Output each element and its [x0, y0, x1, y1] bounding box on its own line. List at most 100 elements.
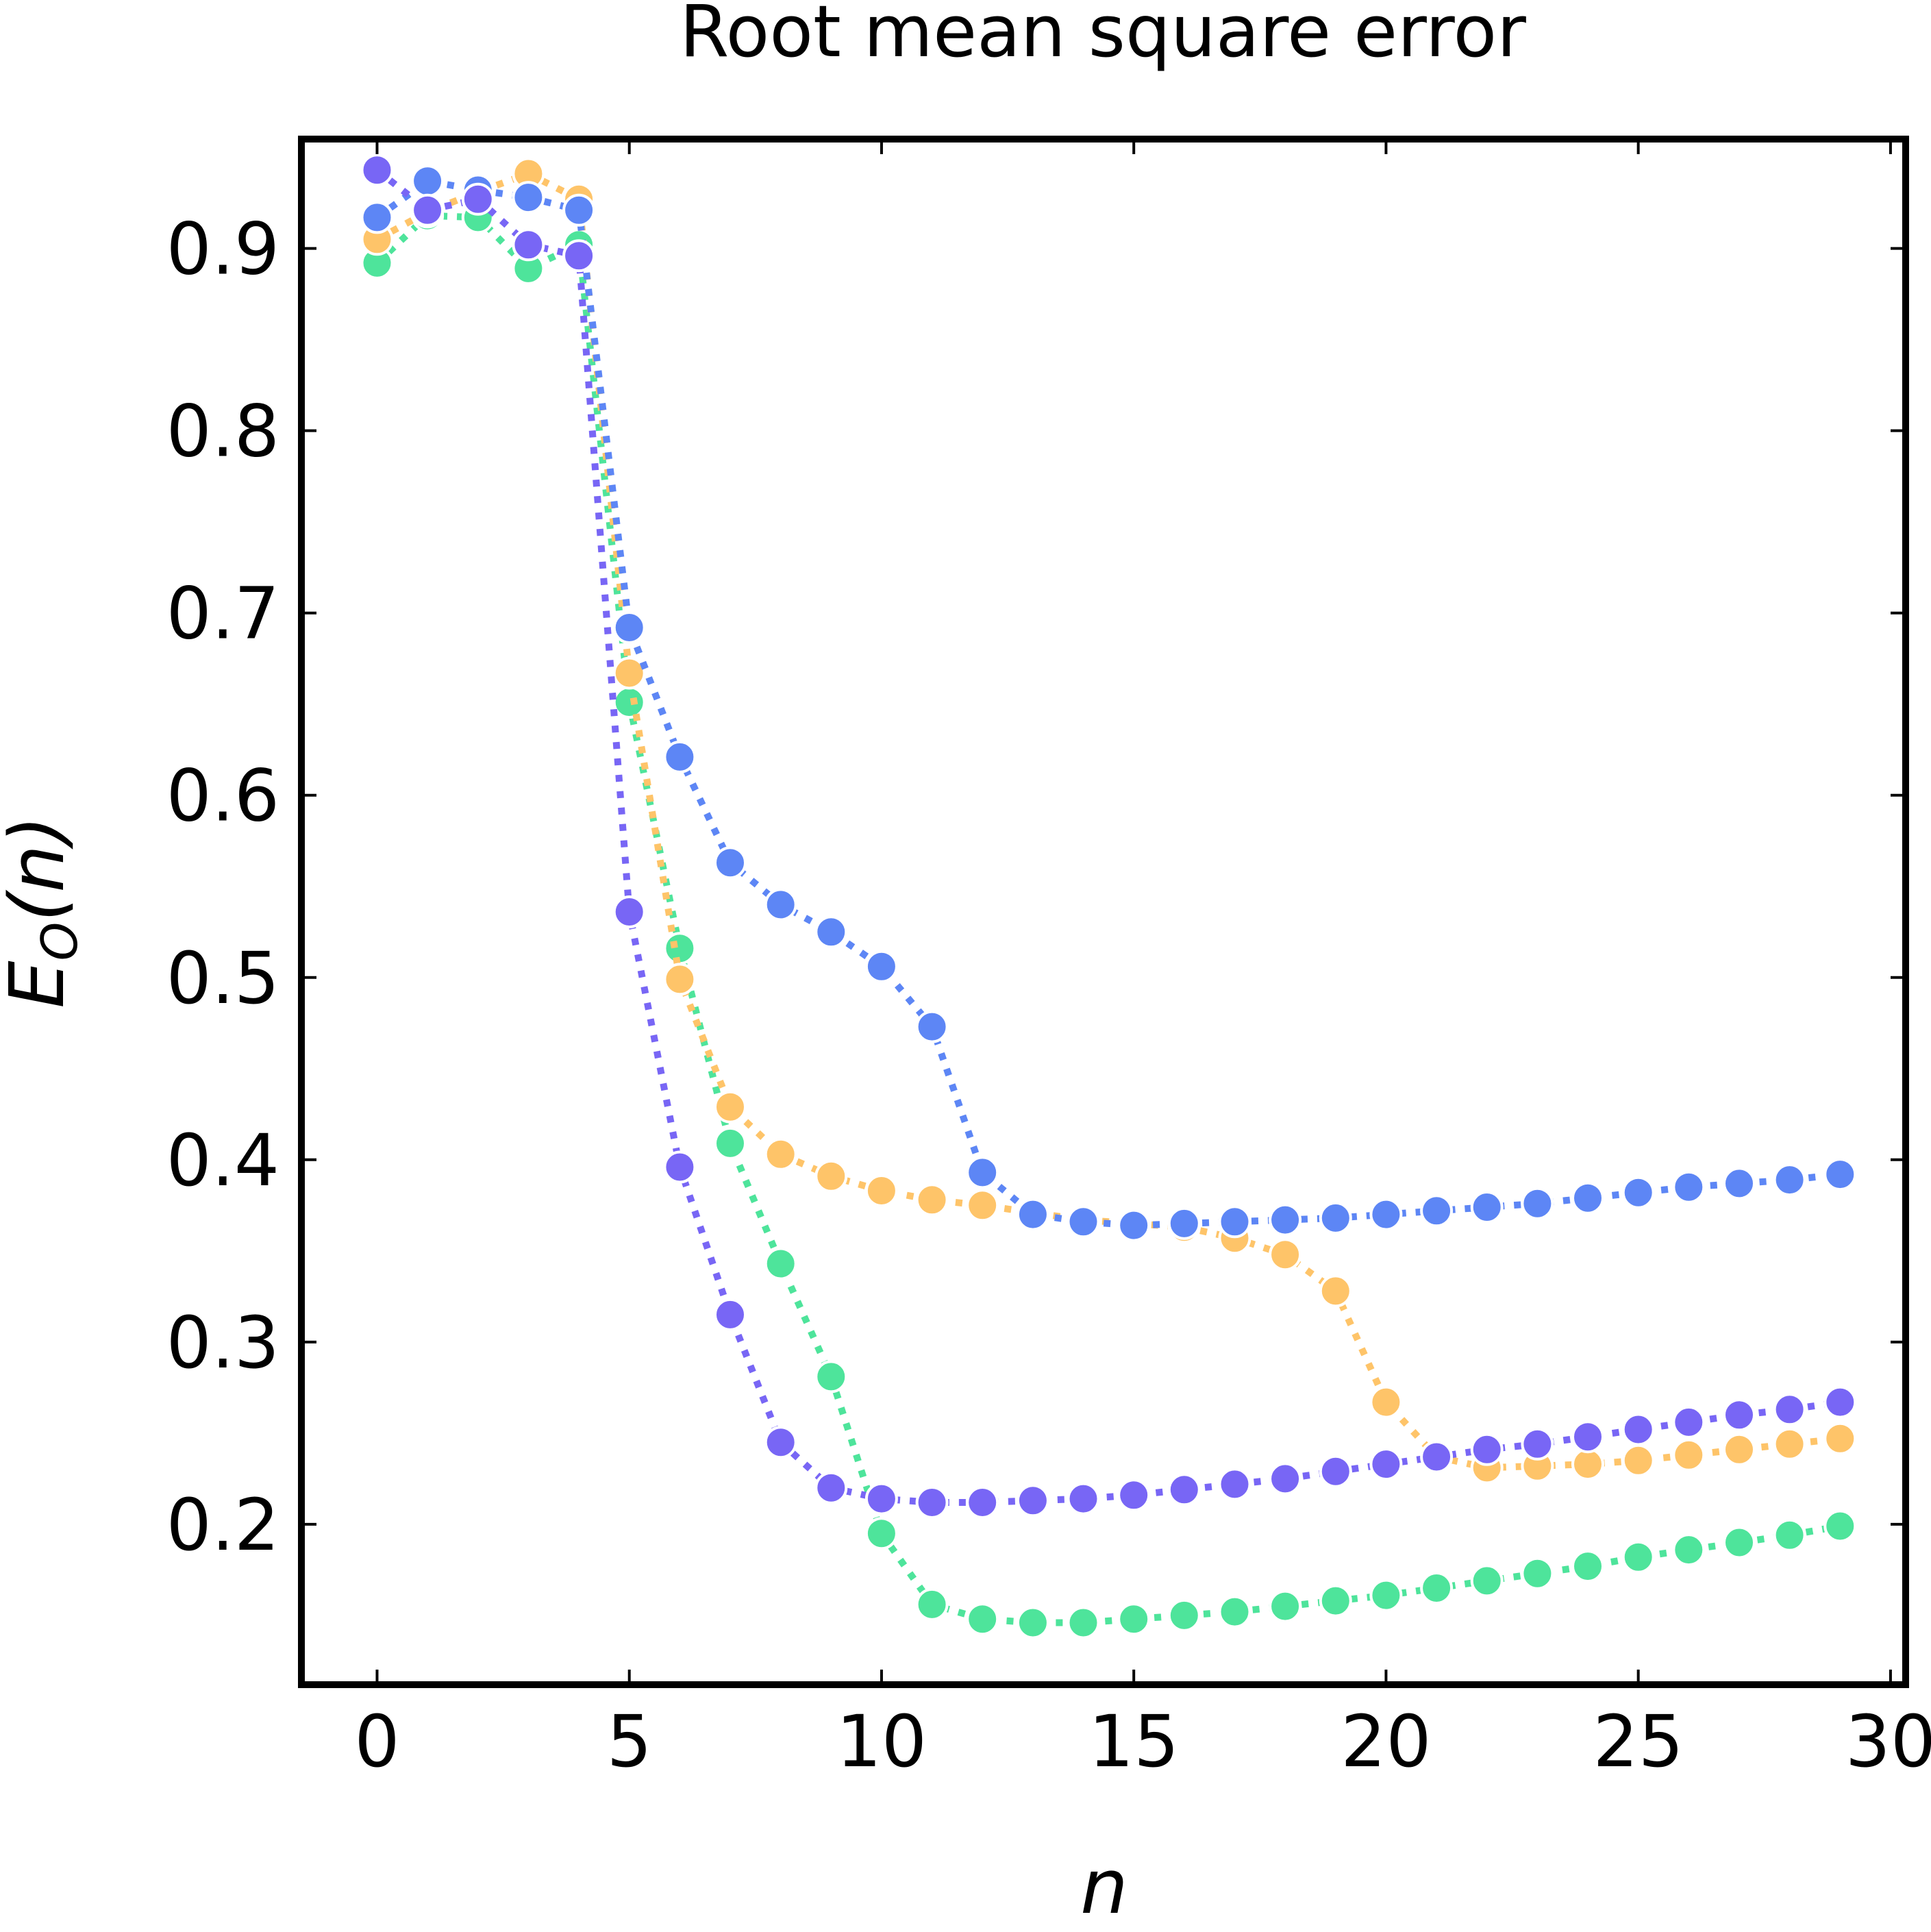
y-tick-label: 0.6: [166, 754, 279, 838]
x-axis-label: n: [1080, 1843, 1128, 1931]
series-3-point: [966, 1486, 999, 1519]
series-2-point: [1167, 1206, 1201, 1240]
series-0-point: [1470, 1564, 1504, 1598]
series-2-point: [663, 740, 697, 773]
series-2-point: [915, 1010, 949, 1043]
series-0-point: [1369, 1578, 1403, 1612]
series-2-point: [1218, 1205, 1251, 1239]
series-0-point: [1269, 1589, 1302, 1623]
series-3-point: [915, 1486, 949, 1519]
y-axis-label-subscript: O: [31, 922, 88, 961]
series-0-point: [915, 1587, 949, 1621]
series-1-point: [1723, 1433, 1756, 1466]
chart-title: Root mean square error: [680, 0, 1526, 73]
series-1-point: [1672, 1438, 1706, 1472]
series-0-point: [714, 1126, 747, 1160]
series-3-point: [864, 1482, 898, 1515]
series-2-point: [512, 181, 545, 214]
x-tick-label: 10: [836, 1700, 927, 1783]
series-0-point: [1621, 1540, 1655, 1574]
series-0-point: [1218, 1595, 1251, 1628]
series-2-point: [1823, 1158, 1857, 1191]
series-1-point: [864, 1174, 898, 1207]
series-1-point: [1319, 1274, 1352, 1308]
y-tick-label: 0.4: [166, 1119, 279, 1202]
plot-frame: [298, 136, 1909, 1688]
series-2-point: [1016, 1198, 1049, 1231]
series-1-point: [663, 963, 697, 996]
series-3-point: [562, 239, 596, 273]
x-tick-label: 15: [1088, 1700, 1179, 1783]
series-0-point: [1823, 1509, 1857, 1543]
series-2-point: [864, 950, 898, 983]
series-3-point: [1672, 1405, 1706, 1439]
series-3-point: [663, 1150, 697, 1184]
series-2-point: [764, 888, 797, 921]
series-3-point: [1319, 1454, 1352, 1488]
series-2-point: [1369, 1198, 1403, 1231]
series-0-point: [1016, 1606, 1049, 1639]
series-0-point: [1117, 1602, 1151, 1636]
y-tick-label: 0.5: [166, 937, 279, 1020]
y-tick-label: 0.3: [166, 1301, 279, 1385]
x-tick-label: 0: [354, 1700, 399, 1783]
series-2-point: [1773, 1163, 1806, 1197]
series-2-point: [1319, 1201, 1352, 1235]
series-0-point: [1067, 1606, 1100, 1639]
series-1-point: [915, 1183, 949, 1217]
series-3-point: [1269, 1462, 1302, 1496]
series-2-point: [360, 201, 394, 234]
series-2-point: [1571, 1181, 1604, 1215]
series-3-point: [1621, 1413, 1655, 1446]
x-tick-label: 5: [607, 1700, 652, 1783]
series-0-point: [1521, 1557, 1554, 1590]
series-0-point: [1723, 1526, 1756, 1559]
series-1-point: [1369, 1385, 1403, 1419]
series-3-point: [1167, 1473, 1201, 1507]
series-0-point: [864, 1517, 898, 1550]
series-1-point: [966, 1189, 999, 1222]
series-3-point: [1723, 1398, 1756, 1432]
series-2-point: [1621, 1176, 1655, 1209]
y-tick-label: 0.8: [166, 390, 279, 473]
series-0-point: [1420, 1572, 1454, 1605]
series-3-point: [1420, 1440, 1454, 1474]
series-3-point: [1016, 1484, 1049, 1518]
series-3-point: [1773, 1393, 1806, 1426]
series-2-point: [1420, 1194, 1454, 1228]
x-tick-label: 25: [1593, 1700, 1683, 1783]
series-3-line: [375, 167, 1841, 1506]
series-2-point: [1521, 1187, 1554, 1220]
series-3-point: [1067, 1482, 1100, 1515]
series-2-point: [966, 1156, 999, 1189]
series-2-point: [411, 164, 445, 198]
y-axis-label-main: E: [0, 961, 81, 1008]
series-3-point: [1823, 1385, 1857, 1419]
series-0-point: [1167, 1598, 1201, 1632]
series-1-line: [375, 170, 1841, 1472]
series-3-point: [1117, 1478, 1151, 1512]
series-2-point: [1470, 1191, 1504, 1224]
series-3-point: [1218, 1467, 1251, 1501]
series-1: [360, 157, 1857, 1485]
series-1-point: [764, 1137, 797, 1171]
series-2-point: [1269, 1203, 1302, 1237]
series-0-point: [764, 1247, 797, 1280]
series-1-point: [612, 656, 646, 690]
series-3-point: [461, 182, 495, 216]
series-0-point: [1672, 1533, 1706, 1567]
x-tick-label: 20: [1341, 1700, 1431, 1783]
series-3-point: [612, 895, 646, 928]
series-3-point: [512, 228, 545, 262]
series-0-point: [612, 686, 646, 719]
series-3-point: [411, 193, 445, 227]
x-tick-label: 30: [1845, 1700, 1931, 1783]
series-1-point: [1571, 1448, 1604, 1481]
series-0-point: [1571, 1550, 1604, 1583]
series-2-point: [1067, 1205, 1100, 1239]
series-0-line: [375, 212, 1841, 1626]
series-2-point: [612, 611, 646, 644]
series-1-point: [1823, 1422, 1857, 1455]
y-tick-label: 0.7: [166, 572, 279, 656]
